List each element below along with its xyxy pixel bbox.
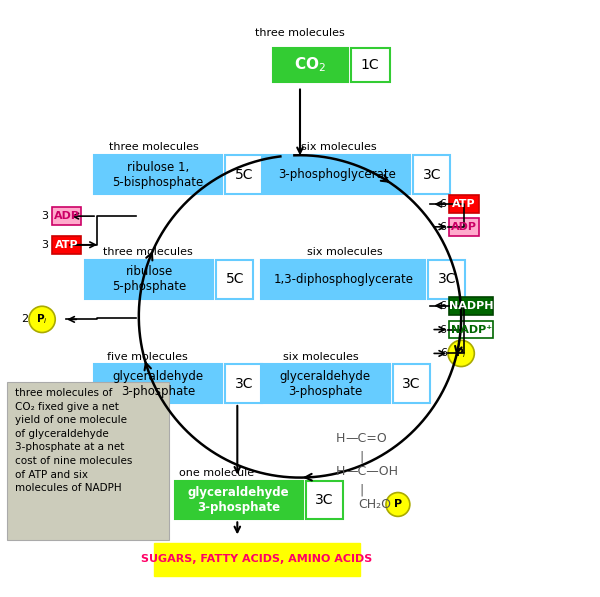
FancyBboxPatch shape bbox=[264, 155, 410, 194]
Text: 3C: 3C bbox=[315, 493, 334, 507]
Text: 2: 2 bbox=[20, 315, 28, 324]
Text: three molecules: three molecules bbox=[103, 247, 193, 257]
Text: glyceraldehyde
3-phosphate: glyceraldehyde 3-phosphate bbox=[188, 486, 290, 514]
Text: ADP: ADP bbox=[451, 222, 477, 232]
FancyBboxPatch shape bbox=[449, 195, 479, 213]
FancyBboxPatch shape bbox=[449, 321, 493, 338]
Text: 5C: 5C bbox=[226, 272, 244, 286]
Text: 1C: 1C bbox=[361, 58, 379, 72]
Text: one molecule: one molecule bbox=[179, 468, 254, 478]
Text: P$_i$: P$_i$ bbox=[455, 346, 467, 361]
Text: 3C: 3C bbox=[235, 377, 253, 390]
Circle shape bbox=[29, 306, 55, 333]
FancyBboxPatch shape bbox=[273, 48, 348, 82]
FancyBboxPatch shape bbox=[94, 155, 223, 194]
FancyBboxPatch shape bbox=[85, 260, 214, 298]
FancyBboxPatch shape bbox=[217, 260, 253, 298]
FancyBboxPatch shape bbox=[413, 155, 451, 194]
FancyBboxPatch shape bbox=[154, 543, 360, 576]
FancyBboxPatch shape bbox=[449, 297, 493, 315]
FancyBboxPatch shape bbox=[175, 481, 303, 519]
Text: CO$_2$: CO$_2$ bbox=[295, 56, 326, 75]
FancyBboxPatch shape bbox=[261, 364, 389, 403]
Text: three molecules: three molecules bbox=[255, 28, 345, 38]
Text: ribulose
5-phosphate: ribulose 5-phosphate bbox=[112, 265, 187, 293]
Text: P: P bbox=[394, 500, 402, 509]
FancyBboxPatch shape bbox=[261, 260, 425, 298]
Circle shape bbox=[386, 493, 410, 516]
Text: six molecules: six molecules bbox=[283, 352, 359, 362]
Text: 6: 6 bbox=[439, 199, 446, 209]
FancyBboxPatch shape bbox=[306, 481, 343, 519]
FancyBboxPatch shape bbox=[226, 155, 262, 194]
Text: three molecules: three molecules bbox=[109, 143, 199, 152]
Text: 1,3-diphosphoglycerate: 1,3-diphosphoglycerate bbox=[273, 273, 413, 285]
Text: ATP: ATP bbox=[452, 199, 476, 209]
FancyBboxPatch shape bbox=[226, 364, 262, 403]
FancyBboxPatch shape bbox=[428, 260, 466, 298]
Text: glyceraldehyde
3-phosphate: glyceraldehyde 3-phosphate bbox=[113, 370, 204, 398]
Text: 6: 6 bbox=[439, 301, 446, 310]
Text: NADP⁺: NADP⁺ bbox=[451, 325, 492, 334]
FancyBboxPatch shape bbox=[449, 218, 479, 236]
Text: 6: 6 bbox=[439, 325, 446, 334]
FancyBboxPatch shape bbox=[392, 364, 430, 403]
FancyBboxPatch shape bbox=[52, 207, 82, 225]
Text: ATP: ATP bbox=[55, 240, 79, 250]
Text: |: | bbox=[359, 450, 364, 463]
Text: six molecules: six molecules bbox=[301, 143, 377, 152]
Text: 6: 6 bbox=[440, 349, 447, 358]
Text: 5C: 5C bbox=[235, 168, 253, 181]
Text: |: | bbox=[359, 483, 364, 496]
Text: glyceraldehyde
3-phosphate: glyceraldehyde 3-phosphate bbox=[280, 370, 371, 398]
Text: NADPH: NADPH bbox=[449, 301, 494, 310]
Text: 6: 6 bbox=[439, 222, 446, 232]
FancyBboxPatch shape bbox=[351, 48, 389, 82]
Text: five molecules: five molecules bbox=[107, 352, 188, 362]
Text: —C—OH: —C—OH bbox=[346, 465, 398, 478]
FancyBboxPatch shape bbox=[7, 382, 169, 540]
Text: H: H bbox=[336, 465, 346, 478]
FancyBboxPatch shape bbox=[94, 364, 223, 403]
Text: H: H bbox=[336, 432, 346, 445]
Text: ribulose 1,
5-bisphosphate: ribulose 1, 5-bisphosphate bbox=[113, 161, 204, 189]
Text: SUGARS, FATTY ACIDS, AMINO ACIDS: SUGARS, FATTY ACIDS, AMINO ACIDS bbox=[141, 555, 373, 564]
Text: 3: 3 bbox=[41, 240, 49, 250]
Text: 3-phosphoglycerate: 3-phosphoglycerate bbox=[278, 168, 396, 181]
Text: CH₂O: CH₂O bbox=[359, 498, 392, 511]
Text: —C=O: —C=O bbox=[346, 432, 387, 445]
Circle shape bbox=[448, 340, 475, 367]
Text: P$_i$: P$_i$ bbox=[36, 312, 48, 327]
Text: 3: 3 bbox=[41, 211, 49, 221]
Text: 3C: 3C bbox=[437, 272, 456, 286]
Text: three molecules of
CO₂ fixed give a net
yield of one molecule
of glyceraldehyde
: three molecules of CO₂ fixed give a net … bbox=[14, 388, 132, 493]
Text: 3C: 3C bbox=[422, 168, 441, 181]
Text: ADP: ADP bbox=[53, 211, 80, 221]
FancyBboxPatch shape bbox=[52, 236, 82, 254]
Text: 3C: 3C bbox=[402, 377, 420, 390]
Text: six molecules: six molecules bbox=[307, 247, 383, 257]
